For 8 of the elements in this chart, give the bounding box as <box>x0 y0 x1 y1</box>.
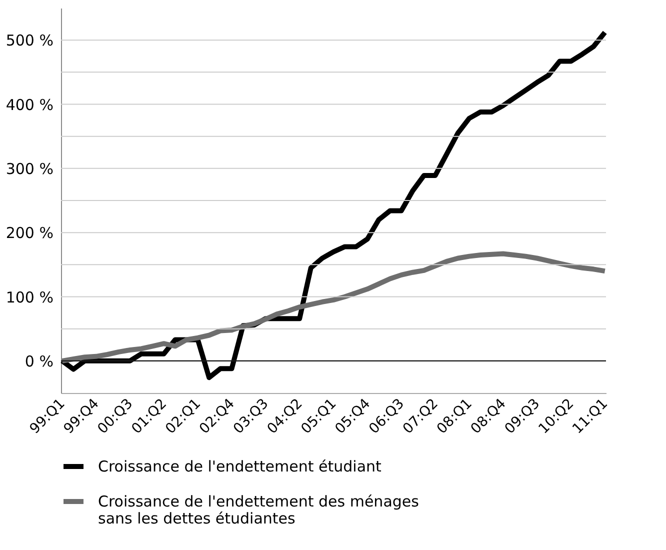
y-tick-label: 100 % <box>6 288 54 306</box>
legend-label: Croissance de l'endettement des ménages sans les dettes étudiantes <box>98 492 420 528</box>
y-tick-label: 200 % <box>6 224 54 242</box>
y-tick-label: 400 % <box>6 96 54 114</box>
y-tick-label: 300 % <box>6 160 54 178</box>
y-tick-label: 0 % <box>24 352 54 370</box>
legend-label: Croissance de l'endettement étudiant <box>98 458 382 476</box>
y-tick-label: 500 % <box>6 32 54 50</box>
